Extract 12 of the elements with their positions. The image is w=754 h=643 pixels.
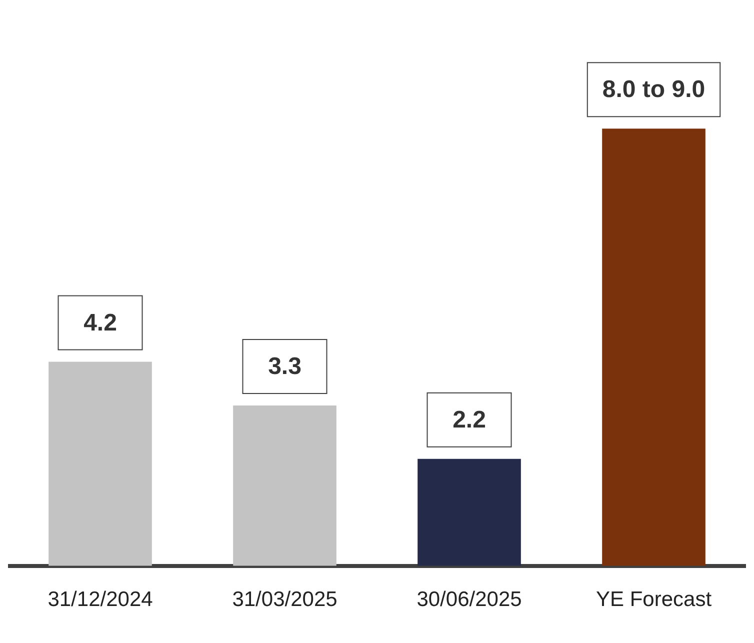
x-tick-label: 30/06/2025 (416, 588, 522, 612)
data-label: 4.2 (84, 309, 117, 336)
bar (418, 458, 521, 566)
bar (48, 362, 152, 566)
x-tick-label: 31/12/2024 (48, 588, 154, 612)
bar (602, 128, 706, 566)
x-tick-label: YE Forecast (596, 588, 712, 612)
data-label: 2.2 (452, 406, 486, 434)
x-tick-label: 31/03/2025 (232, 588, 338, 612)
annotation: 8.0 to 9.0 (602, 76, 706, 104)
data-label: 3.3 (268, 353, 302, 380)
bar (233, 405, 336, 566)
